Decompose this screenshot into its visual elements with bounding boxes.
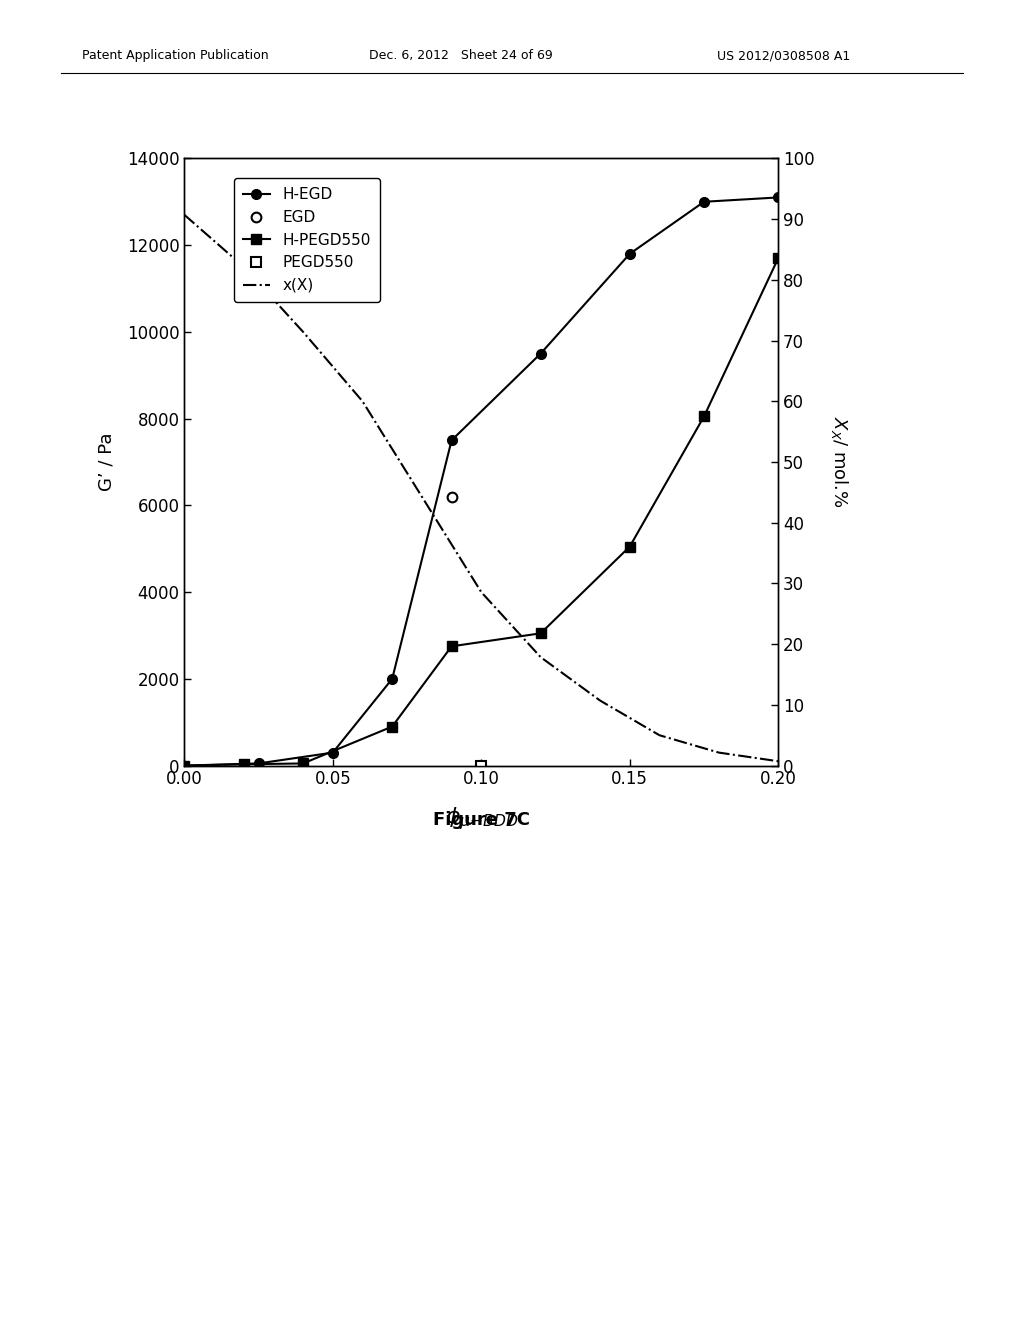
X-axis label: $\phi_{\mu\mathit{-BDD}}$: $\phi_{\mu\mathit{-BDD}}$ [444, 805, 518, 832]
H-PEGD550 [386, 718, 398, 734]
Line: x(X): x(X) [184, 215, 778, 762]
H-EGD [772, 190, 784, 206]
Text: Figure 7C: Figure 7C [433, 810, 529, 829]
H-PEGD550 [178, 758, 190, 774]
H-PEGD550 [698, 409, 711, 425]
x(X) [594, 693, 606, 709]
x(X) [297, 323, 309, 339]
H-EGD [327, 744, 339, 760]
H-PEGD550 [297, 755, 309, 771]
H-EGD [445, 433, 458, 449]
H-PEGD550 [624, 539, 636, 554]
H-EGD [535, 346, 547, 362]
Text: US 2012/0308508 A1: US 2012/0308508 A1 [717, 49, 850, 62]
H-EGD [252, 755, 264, 771]
Y-axis label: $X_X$/ mol.%: $X_X$/ mol.% [828, 416, 850, 508]
x(X) [653, 727, 666, 743]
x(X) [238, 259, 250, 275]
Legend: H-EGD, EGD, H-PEGD550, PEGD550, x(X): H-EGD, EGD, H-PEGD550, PEGD550, x(X) [233, 178, 380, 302]
Line: H-PEGD550: H-PEGD550 [179, 253, 783, 771]
H-PEGD550 [535, 626, 547, 642]
Line: H-EGD: H-EGD [179, 193, 783, 771]
H-PEGD550 [772, 251, 784, 267]
H-EGD [178, 758, 190, 774]
Y-axis label: G’ / Pa: G’ / Pa [97, 433, 116, 491]
Text: Dec. 6, 2012   Sheet 24 of 69: Dec. 6, 2012 Sheet 24 of 69 [369, 49, 552, 62]
x(X) [178, 207, 190, 223]
x(X) [356, 393, 369, 409]
x(X) [416, 488, 428, 504]
x(X) [772, 754, 784, 770]
x(X) [535, 649, 547, 665]
H-PEGD550 [238, 756, 250, 772]
x(X) [475, 585, 487, 601]
H-EGD [624, 246, 636, 261]
H-PEGD550 [445, 639, 458, 655]
Text: Patent Application Publication: Patent Application Publication [82, 49, 268, 62]
H-EGD [698, 194, 711, 210]
x(X) [713, 744, 725, 760]
H-EGD [386, 671, 398, 686]
